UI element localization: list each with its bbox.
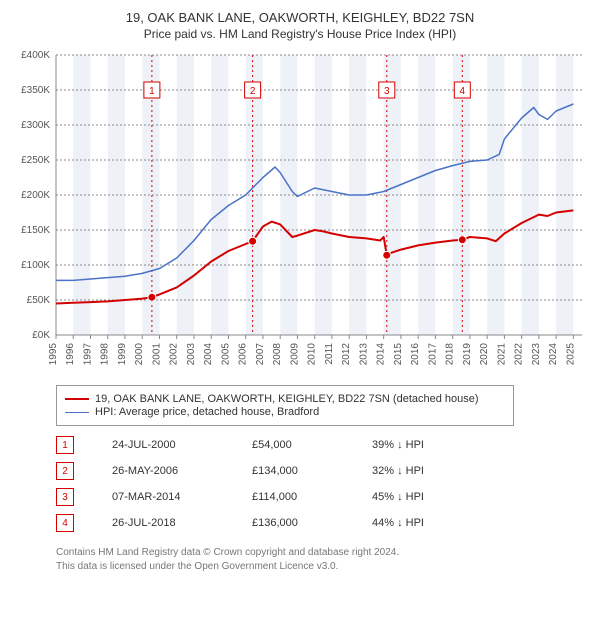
svg-text:2014: 2014 bbox=[376, 343, 387, 366]
event-diff: 39% ↓ HPI bbox=[372, 432, 496, 458]
svg-text:2003: 2003 bbox=[186, 343, 197, 366]
svg-text:1: 1 bbox=[149, 86, 155, 97]
legend-label: 19, OAK BANK LANE, OAKWORTH, KEIGHLEY, B… bbox=[95, 393, 479, 405]
table-row: 4 26-JUL-2018£136,00044% ↓ HPI bbox=[56, 510, 496, 536]
svg-text:2021: 2021 bbox=[496, 343, 507, 366]
svg-text:2006: 2006 bbox=[238, 343, 249, 366]
event-marker-box: 2 bbox=[56, 462, 74, 480]
line-chart: £0K £50K £100K £150K £200K £250K £300K £350K £40… bbox=[8, 47, 592, 377]
svg-text:2022: 2022 bbox=[514, 343, 525, 366]
svg-text:2010: 2010 bbox=[307, 343, 318, 366]
table-row: 3 07-MAR-2014£114,00045% ↓ HPI bbox=[56, 484, 496, 510]
svg-text:£200K: £200K bbox=[21, 190, 50, 201]
chart-container: £0K £50K £100K £150K £200K £250K £300K £350K £40… bbox=[8, 47, 592, 377]
event-date: 26-JUL-2018 bbox=[112, 510, 252, 536]
svg-text:£50K: £50K bbox=[27, 295, 51, 306]
legend-swatch bbox=[65, 398, 89, 400]
svg-text:2013: 2013 bbox=[358, 343, 369, 366]
svg-text:1997: 1997 bbox=[82, 343, 93, 366]
footer-line-1: Contains HM Land Registry data © Crown c… bbox=[56, 546, 556, 560]
svg-text:2007: 2007 bbox=[255, 343, 266, 366]
svg-text:3: 3 bbox=[384, 86, 390, 97]
footer-attribution: Contains HM Land Registry data © Crown c… bbox=[56, 546, 556, 573]
event-diff: 32% ↓ HPI bbox=[372, 458, 496, 484]
svg-text:1998: 1998 bbox=[100, 343, 111, 366]
svg-text:4: 4 bbox=[460, 86, 466, 97]
svg-text:2005: 2005 bbox=[220, 343, 231, 366]
svg-text:2025: 2025 bbox=[565, 343, 576, 366]
event-price: £134,000 bbox=[252, 458, 372, 484]
event-price: £54,000 bbox=[252, 432, 372, 458]
svg-text:£250K: £250K bbox=[21, 155, 50, 166]
table-row: 1 24-JUL-2000£54,00039% ↓ HPI bbox=[56, 432, 496, 458]
svg-text:2015: 2015 bbox=[393, 343, 404, 366]
svg-text:2001: 2001 bbox=[151, 343, 162, 366]
svg-text:2000: 2000 bbox=[134, 343, 145, 366]
svg-text:2012: 2012 bbox=[341, 343, 352, 366]
event-dot bbox=[249, 237, 257, 245]
svg-text:1996: 1996 bbox=[65, 343, 76, 366]
svg-text:2020: 2020 bbox=[479, 343, 490, 366]
svg-text:2009: 2009 bbox=[289, 343, 300, 366]
event-marker-box: 1 bbox=[56, 436, 74, 454]
event-diff: 44% ↓ HPI bbox=[372, 510, 496, 536]
event-date: 07-MAR-2014 bbox=[112, 484, 252, 510]
event-dot bbox=[148, 293, 156, 301]
events-table: 1 24-JUL-2000£54,00039% ↓ HPI 2 26-MAY-2006… bbox=[56, 432, 496, 536]
event-date: 24-JUL-2000 bbox=[112, 432, 252, 458]
legend-row: 19, OAK BANK LANE, OAKWORTH, KEIGHLEY, B… bbox=[65, 393, 505, 405]
legend-label: HPI: Average price, detached house, Brad… bbox=[95, 406, 319, 418]
page-title: 19, OAK BANK LANE, OAKWORTH, KEIGHLEY, B… bbox=[8, 10, 592, 25]
svg-text:2004: 2004 bbox=[203, 343, 214, 366]
legend-swatch bbox=[65, 412, 89, 413]
event-price: £136,000 bbox=[252, 510, 372, 536]
svg-text:2011: 2011 bbox=[324, 343, 335, 365]
svg-text:£400K: £400K bbox=[21, 50, 50, 61]
svg-text:£0K: £0K bbox=[32, 330, 50, 341]
page-subtitle: Price paid vs. HM Land Registry's House … bbox=[8, 27, 592, 41]
legend-row: HPI: Average price, detached house, Brad… bbox=[65, 406, 505, 418]
event-date: 26-MAY-2006 bbox=[112, 458, 252, 484]
svg-text:2019: 2019 bbox=[462, 343, 473, 366]
svg-text:2024: 2024 bbox=[548, 343, 559, 366]
svg-text:2016: 2016 bbox=[410, 343, 421, 366]
event-dot bbox=[458, 236, 466, 244]
svg-text:2018: 2018 bbox=[445, 343, 456, 366]
legend: 19, OAK BANK LANE, OAKWORTH, KEIGHLEY, B… bbox=[56, 385, 514, 426]
footer-line-2: This data is licensed under the Open Gov… bbox=[56, 560, 556, 574]
svg-text:1999: 1999 bbox=[117, 343, 128, 366]
svg-text:2002: 2002 bbox=[169, 343, 180, 366]
event-dot bbox=[383, 251, 391, 259]
svg-text:£350K: £350K bbox=[21, 85, 50, 96]
svg-text:2023: 2023 bbox=[531, 343, 542, 366]
svg-text:£100K: £100K bbox=[21, 260, 50, 271]
event-price: £114,000 bbox=[252, 484, 372, 510]
svg-text:2: 2 bbox=[250, 86, 256, 97]
svg-text:£300K: £300K bbox=[21, 120, 50, 131]
svg-text:2017: 2017 bbox=[427, 343, 438, 366]
svg-text:1995: 1995 bbox=[48, 343, 59, 366]
year-bands bbox=[56, 55, 582, 335]
event-diff: 45% ↓ HPI bbox=[372, 484, 496, 510]
svg-text:£150K: £150K bbox=[21, 225, 50, 236]
event-marker-box: 3 bbox=[56, 488, 74, 506]
table-row: 2 26-MAY-2006£134,00032% ↓ HPI bbox=[56, 458, 496, 484]
svg-text:2008: 2008 bbox=[272, 343, 283, 366]
event-marker-box: 4 bbox=[56, 514, 74, 532]
